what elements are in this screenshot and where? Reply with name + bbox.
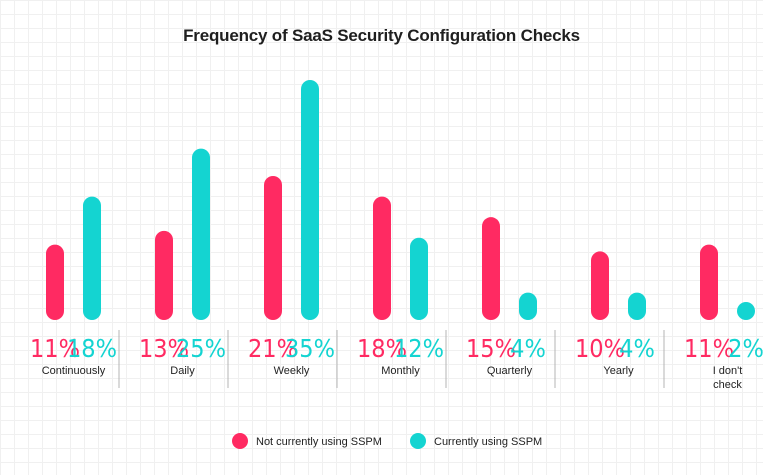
bar-yearly-not-currently-using-sspm — [591, 251, 609, 320]
category-label-quarterly: Quarterly — [487, 365, 533, 377]
category-label-i-don-t-check: I don't check — [713, 365, 743, 391]
bar-quarterly-not-currently-using-sspm — [482, 217, 500, 320]
category-label-weekly: Weekly — [274, 365, 310, 377]
bar-yearly-currently-using-sspm — [628, 292, 646, 320]
value-label-i-don-t-check-not-currently-using-sspm: 11% — [684, 334, 734, 363]
chart-title: Frequency of SaaS Security Configuration… — [183, 26, 580, 45]
legend: Not currently using SSPM Currently using … — [232, 433, 542, 449]
legend-marker-not-currently-using-sspm — [232, 433, 248, 449]
value-label-yearly-currently-using-sspm: 4% — [619, 334, 655, 363]
value-label-group: 11%18% 13%25% 21%35% 18%12% 15%4% 10%4% 11%2% — [30, 334, 763, 363]
value-label-monthly-not-currently-using-sspm: 18% — [357, 334, 407, 363]
bar-monthly-not-currently-using-sspm — [373, 196, 391, 320]
bar-weekly-currently-using-sspm — [301, 80, 319, 320]
bar-continuously-currently-using-sspm — [83, 196, 101, 320]
bar-weekly-not-currently-using-sspm — [264, 176, 282, 320]
category-label-continuously: Continuously — [42, 365, 106, 377]
value-label-daily-not-currently-using-sspm: 13% — [139, 334, 189, 363]
bar-group — [46, 80, 755, 320]
category-label-group: Continuously Daily Weekly Monthly Quarterly Y… — [42, 365, 743, 391]
value-label-weekly-currently-using-sspm: 35% — [285, 334, 335, 363]
bar-daily-currently-using-sspm — [192, 148, 210, 320]
value-label-i-don-t-check-currently-using-sspm: 2% — [728, 334, 763, 363]
bar-i-don-t-check-not-currently-using-sspm — [700, 244, 718, 320]
value-label-continuously-not-currently-using-sspm: 11% — [30, 334, 80, 363]
legend-label-currently-using-sspm: Currently using SSPM — [434, 436, 542, 448]
value-label-daily-currently-using-sspm: 25% — [176, 334, 226, 363]
bar-monthly-currently-using-sspm — [410, 237, 428, 320]
divider-group — [118, 330, 665, 388]
value-label-quarterly-not-currently-using-sspm: 15% — [466, 334, 516, 363]
value-label-yearly-not-currently-using-sspm: 10% — [575, 334, 625, 363]
value-label-continuously-currently-using-sspm: 18% — [67, 334, 117, 363]
value-label-monthly-currently-using-sspm: 12% — [394, 334, 444, 363]
value-label-weekly-not-currently-using-sspm: 21% — [248, 334, 298, 363]
legend-label-not-currently-using-sspm: Not currently using SSPM — [256, 436, 382, 448]
bar-continuously-not-currently-using-sspm — [46, 244, 64, 320]
bar-quarterly-currently-using-sspm — [519, 292, 537, 320]
bar-i-don-t-check-currently-using-sspm — [737, 302, 755, 320]
value-label-quarterly-currently-using-sspm: 4% — [510, 334, 546, 363]
category-label-monthly: Monthly — [381, 365, 420, 377]
bar-daily-not-currently-using-sspm — [155, 230, 173, 320]
category-label-yearly: Yearly — [603, 365, 634, 377]
legend-marker-currently-using-sspm — [410, 433, 426, 449]
category-label-daily: Daily — [170, 365, 195, 377]
